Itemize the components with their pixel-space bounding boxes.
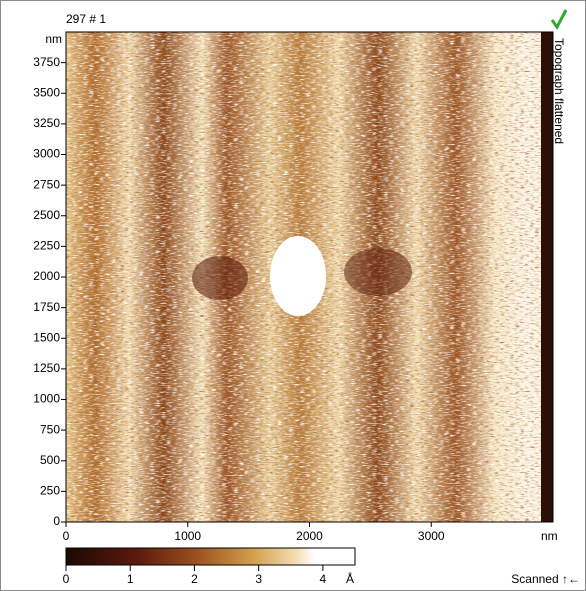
y-tick-label: 1500 bbox=[33, 330, 60, 344]
status-text: Scanned ↑← bbox=[511, 572, 580, 586]
x-tick-label: 1000 bbox=[174, 529, 201, 543]
colorbar-tick-label: 0 bbox=[63, 572, 70, 586]
colorbar bbox=[65, 547, 356, 566]
y-tick-label: 1750 bbox=[33, 300, 60, 314]
colorbar-tick-label: 2 bbox=[191, 572, 198, 586]
y-tick-label: 1250 bbox=[33, 361, 60, 375]
side-label: Topograph flattened bbox=[552, 38, 566, 144]
colorbar-unit: Å bbox=[346, 571, 354, 586]
y-tick-label: 250 bbox=[40, 484, 60, 498]
y-tick-label: 3000 bbox=[33, 147, 60, 161]
colorbar-tick-label: 4 bbox=[320, 572, 327, 586]
y-tick-label: 3500 bbox=[33, 85, 60, 99]
y-unit: nm bbox=[45, 32, 62, 46]
colorbar-tick-label: 3 bbox=[255, 572, 262, 586]
y-tick-label: 1000 bbox=[33, 392, 60, 406]
x-tick-label: 2000 bbox=[296, 529, 323, 543]
y-tick-label: 2250 bbox=[33, 239, 60, 253]
y-tick-label: 750 bbox=[40, 422, 60, 436]
x-tick-label: 3000 bbox=[418, 529, 445, 543]
y-tick-label: 0 bbox=[53, 514, 60, 528]
topography-image bbox=[66, 32, 553, 522]
x-unit: nm bbox=[541, 529, 558, 543]
status-check bbox=[550, 9, 568, 30]
scan-title: 297 # 1 bbox=[66, 12, 106, 26]
y-tick-label: 2500 bbox=[33, 208, 60, 222]
y-tick-label: 3750 bbox=[33, 55, 60, 69]
x-tick-label: 0 bbox=[63, 529, 70, 543]
y-tick-label: 500 bbox=[40, 453, 60, 467]
y-tick-label: 2000 bbox=[33, 269, 60, 283]
y-tick-label: 2750 bbox=[33, 177, 60, 191]
y-tick-label: 3250 bbox=[33, 116, 60, 130]
colorbar-tick-label: 1 bbox=[127, 572, 134, 586]
